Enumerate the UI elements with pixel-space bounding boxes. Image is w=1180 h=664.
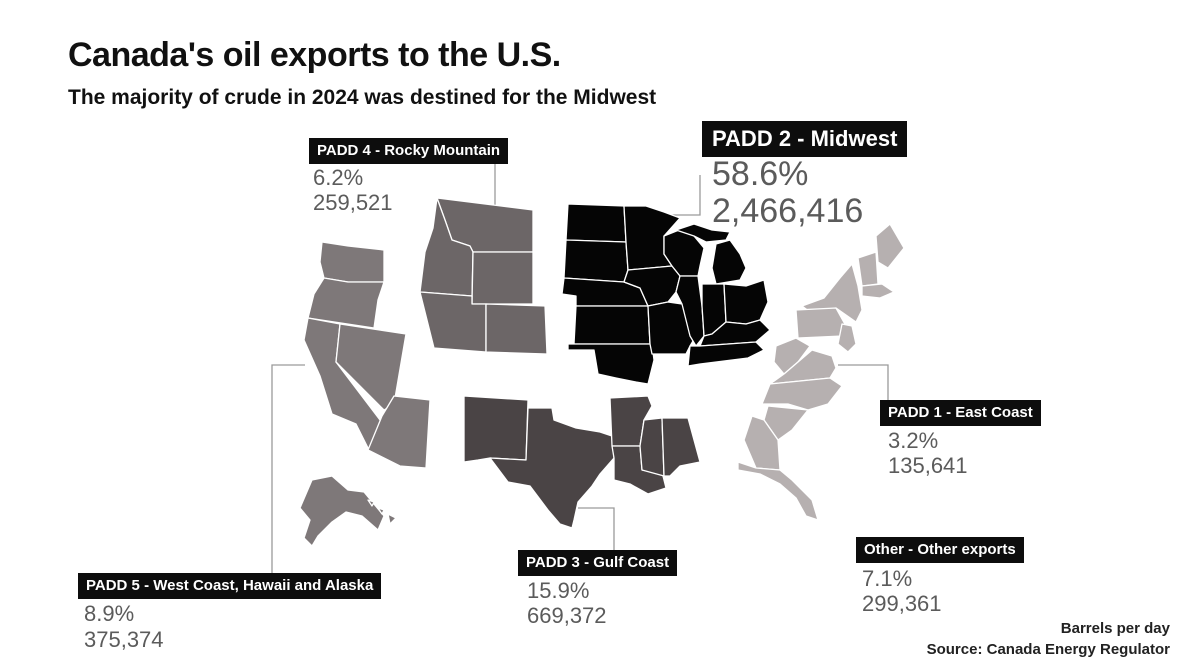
padd5-barrels: 375,374 <box>84 627 164 652</box>
leader-padd1 <box>838 364 889 400</box>
other-label: Other - Other exports <box>856 537 1024 563</box>
padd5-region <box>299 241 431 547</box>
state-oregon <box>307 277 385 329</box>
padd4-label: PADD 4 - Rocky Mountain <box>309 138 509 164</box>
chart-subtitle: The majority of crude in 2024 was destin… <box>68 86 657 109</box>
state-florida <box>737 461 819 521</box>
state-washington <box>319 241 385 283</box>
chart-title: Canada's oil exports to the U.S. <box>68 36 561 74</box>
state-mississippi <box>639 417 665 477</box>
padd1-label: PADD 1 - East Coast <box>880 400 1041 426</box>
state-michigan-lower <box>711 239 747 285</box>
state-oklahoma <box>567 343 655 385</box>
state-new-mexico <box>463 395 529 463</box>
state-colorado <box>485 303 548 355</box>
state-kansas <box>573 305 651 345</box>
state-north-dakota <box>565 203 627 243</box>
state-alaska <box>299 475 385 547</box>
state-pennsylvania <box>795 307 847 339</box>
padd3-label: PADD 3 - Gulf Coast <box>518 550 678 576</box>
state-michigan-upper <box>675 223 731 243</box>
state-north-carolina <box>761 377 843 411</box>
padd5-percent: 8.9% <box>84 601 135 626</box>
source-note: Source: Canada Energy Regulator <box>926 641 1170 658</box>
padd2-percent: 58.6% <box>712 155 809 193</box>
padd5-label: PADD 5 - West Coast, Hawaii and Alaska <box>78 573 382 599</box>
state-alabama <box>661 417 701 477</box>
state-vermont-nh <box>857 251 879 287</box>
state-arizona <box>367 395 431 469</box>
padd1-percent: 3.2% <box>888 428 939 453</box>
padd3-barrels: 669,372 <box>527 603 607 628</box>
state-south-dakota <box>563 239 629 283</box>
leader-padd2 <box>672 175 701 216</box>
padd4-region <box>419 197 548 355</box>
padd3-percent: 15.9% <box>527 578 590 603</box>
units-note: Barrels per day <box>1060 620 1170 637</box>
padd2-region <box>561 203 771 385</box>
other-barrels: 299,361 <box>862 591 942 616</box>
state-massachusetts <box>861 283 895 299</box>
state-hawaii <box>367 499 397 525</box>
state-maine <box>875 223 905 269</box>
padd4-percent: 6.2% <box>313 165 364 190</box>
leader-padd5 <box>271 364 305 575</box>
state-texas <box>489 407 615 529</box>
state-tennessee <box>687 341 765 367</box>
padd1-barrels: 135,641 <box>888 453 968 478</box>
other-percent: 7.1% <box>862 566 913 591</box>
padd2-label: PADD 2 - Midwest <box>702 121 908 157</box>
state-ohio <box>723 279 769 325</box>
padd1-region <box>737 223 905 521</box>
state-south-carolina <box>763 405 809 441</box>
padd2-barrels: 2,466,416 <box>712 192 864 230</box>
padd4-barrels: 259,521 <box>313 190 393 215</box>
state-wyoming <box>471 251 534 305</box>
padd3-region <box>463 395 701 529</box>
leader-padd3 <box>578 507 615 552</box>
state-nj-de-md <box>837 323 857 353</box>
